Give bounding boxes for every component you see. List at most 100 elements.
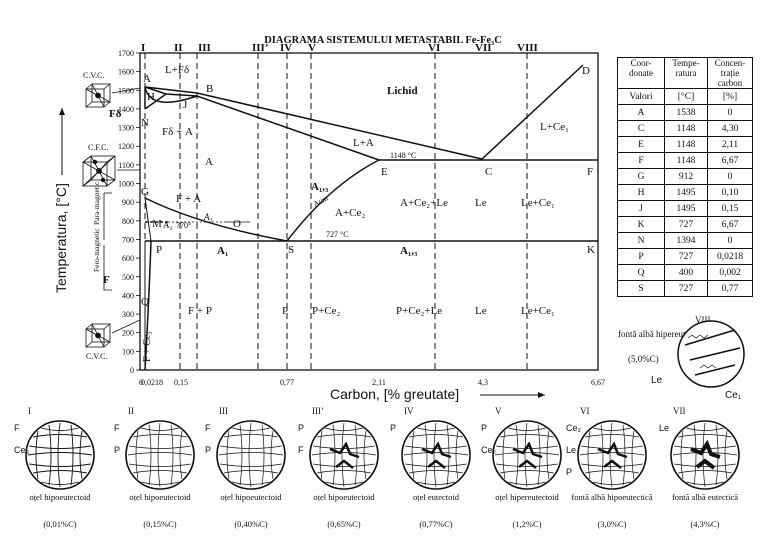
phase-label: L+Fδ (165, 64, 189, 76)
point-B: B (206, 83, 213, 95)
micrograph-roman: I (28, 406, 31, 416)
micrograph-label: P (205, 445, 211, 455)
y-tick-label: 300 (122, 310, 134, 319)
phase-label: A₁,₃ (400, 245, 418, 257)
phase-label: F + A (176, 193, 201, 205)
phase-label: A₂ (163, 220, 173, 230)
x-tick-label: 6,67 (591, 378, 605, 387)
micrograph-label: P (390, 423, 396, 433)
y-tick-label: 400 (122, 291, 134, 300)
point-D: D (582, 65, 590, 77)
section-label: I (141, 42, 145, 54)
phase-label: A₃ (203, 212, 213, 222)
table-cell: 0 (707, 232, 753, 249)
micro-viii-roman: VIII (695, 315, 711, 325)
pq-solvus-line (144, 240, 152, 371)
table-header-cell: Concen-trație carbon (707, 57, 753, 89)
table-row: K 727 6,67 (617, 216, 753, 233)
micrograph-label: P (298, 423, 304, 433)
micrograph-label: Ce₃ (14, 445, 30, 455)
diagram-points: A B C D E F G H J K M N O P Q S (141, 65, 595, 308)
table-cell: 727 (664, 216, 708, 233)
micrograph-conc: (1,2%C) (512, 519, 541, 529)
table-cell: A (617, 104, 665, 121)
micro-viii-ce: Ce₁ (725, 390, 742, 401)
acm-line (286, 159, 380, 242)
table-cell: 1148 (664, 152, 708, 169)
micrograph-conc: (0,15%C) (143, 519, 176, 529)
micrograph-name: oțel hipoeutectoid (313, 492, 375, 502)
phase-label: A₁ (217, 245, 228, 257)
y-tick-label: 700 (122, 235, 134, 244)
table-cell: 1394 (664, 232, 708, 249)
phase-label: A+Ce₂ (335, 207, 365, 219)
table-cell: 1495 (664, 184, 708, 201)
phase-label: A+Ce₂+Le (400, 197, 448, 209)
micrograph-label: P (114, 445, 120, 455)
micrograph-label: Ce₂ (481, 445, 497, 455)
phase-label: F (103, 274, 110, 286)
plot-frame (139, 52, 599, 371)
micrograph-label: F (14, 423, 20, 433)
micrograph-roman: VII (673, 406, 686, 416)
micrograph-conc: (0,01%C) (43, 519, 76, 529)
point-K: K (587, 244, 595, 256)
phase-label: Le (475, 305, 487, 317)
table-cell: 1148 (664, 136, 708, 153)
point-P: P (156, 244, 162, 256)
micro-viii-le: Le (651, 375, 663, 386)
y-tick-label: 1600 (118, 68, 134, 77)
point-F: F (587, 166, 593, 178)
ferromagnetic-label: Fero-magnetic (92, 228, 101, 272)
table-cell: 6,67 (707, 216, 753, 233)
table-cell: S (617, 280, 665, 297)
table-body: A 1538 0 C 1148 4,30 E 1148 2,11 F 1148 6,67 G 912 0 H 1… (617, 104, 753, 297)
point-O: O (233, 218, 241, 230)
phase-label: Le+Ce₁ (521, 305, 555, 317)
micrograph-label: F (298, 445, 304, 455)
table-unit-row: Valori [°C] [%] (617, 88, 753, 105)
phase-label: A (205, 156, 213, 168)
section-label: VI (428, 42, 440, 54)
micro-viii-caption: fontă albă hipereutectică (618, 329, 706, 339)
table-cell: 0,15 (707, 200, 753, 217)
x-tick-label: 2,11 (372, 378, 386, 387)
diagram-title: DIAGRAMA SISTEMULUI METASTABIL Fe-Fe₃C (264, 35, 502, 46)
table-unit-cell: Valori (617, 88, 665, 105)
y-tick-label: 800 (122, 217, 134, 226)
section-label: IV (280, 42, 292, 54)
gp-line (144, 197, 152, 242)
table-row: G 912 0 (617, 168, 753, 185)
table-cell: 0,10 (707, 184, 753, 201)
table-cell: N (617, 232, 665, 249)
section-label: III (198, 42, 211, 54)
table-row: P 727 0,0218 (617, 248, 753, 265)
table-cell: E (617, 136, 665, 153)
paramagnetic-label: Para-magnetic (92, 181, 101, 225)
table-cell: 1495 (664, 200, 708, 217)
x-axis-ticks: 00,0218 0,15 0,77 2,11 4,3 6,67 (139, 378, 605, 387)
y-axis-ticks: 0 100 200 300 400 500 600 700 800 900 1000 1100 1200… (118, 49, 140, 375)
table-cell: P (617, 248, 665, 265)
point-N: N (141, 117, 149, 129)
section-label: II (174, 42, 183, 54)
point-H: H (147, 91, 155, 103)
y-tick-label: 1300 (118, 124, 134, 133)
micrograph-1: IF Ce₃ oțel hipoeutectoid (0,01%C) (14, 406, 95, 529)
table-row: C 1148 4,30 (617, 120, 753, 137)
section-label: VII (475, 42, 492, 54)
micrograph-label: P (566, 467, 572, 477)
table-cell: 912 (664, 168, 708, 185)
y-tick-label: 1400 (118, 105, 134, 114)
table-cell: 4,30 (707, 120, 753, 137)
structure-label: C.V.C. (86, 352, 107, 361)
x-tick-label: 0,0218 (141, 378, 163, 387)
table-cell: 6,67 (707, 152, 753, 169)
phase-label: 1148 °C (390, 151, 416, 160)
structure-label: C.V.C. (83, 71, 104, 80)
point-G: G (141, 186, 149, 198)
micrograph-conc: (4,3%C) (690, 519, 719, 529)
